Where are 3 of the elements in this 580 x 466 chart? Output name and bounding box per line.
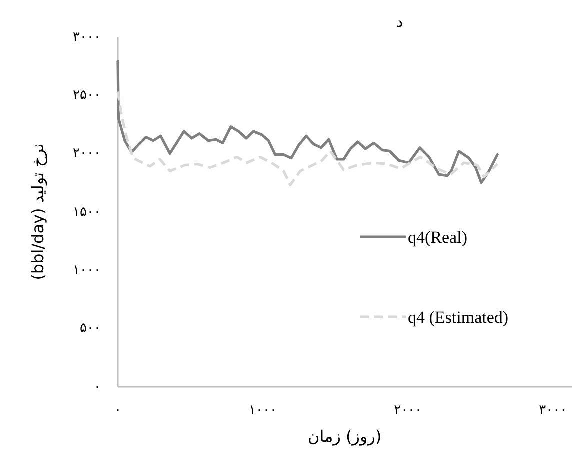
ylabel: نرخ تولید (bbl/day) [30, 144, 46, 280]
annotation: د [396, 14, 404, 30]
xlabel: زمان (روز) [308, 429, 382, 445]
